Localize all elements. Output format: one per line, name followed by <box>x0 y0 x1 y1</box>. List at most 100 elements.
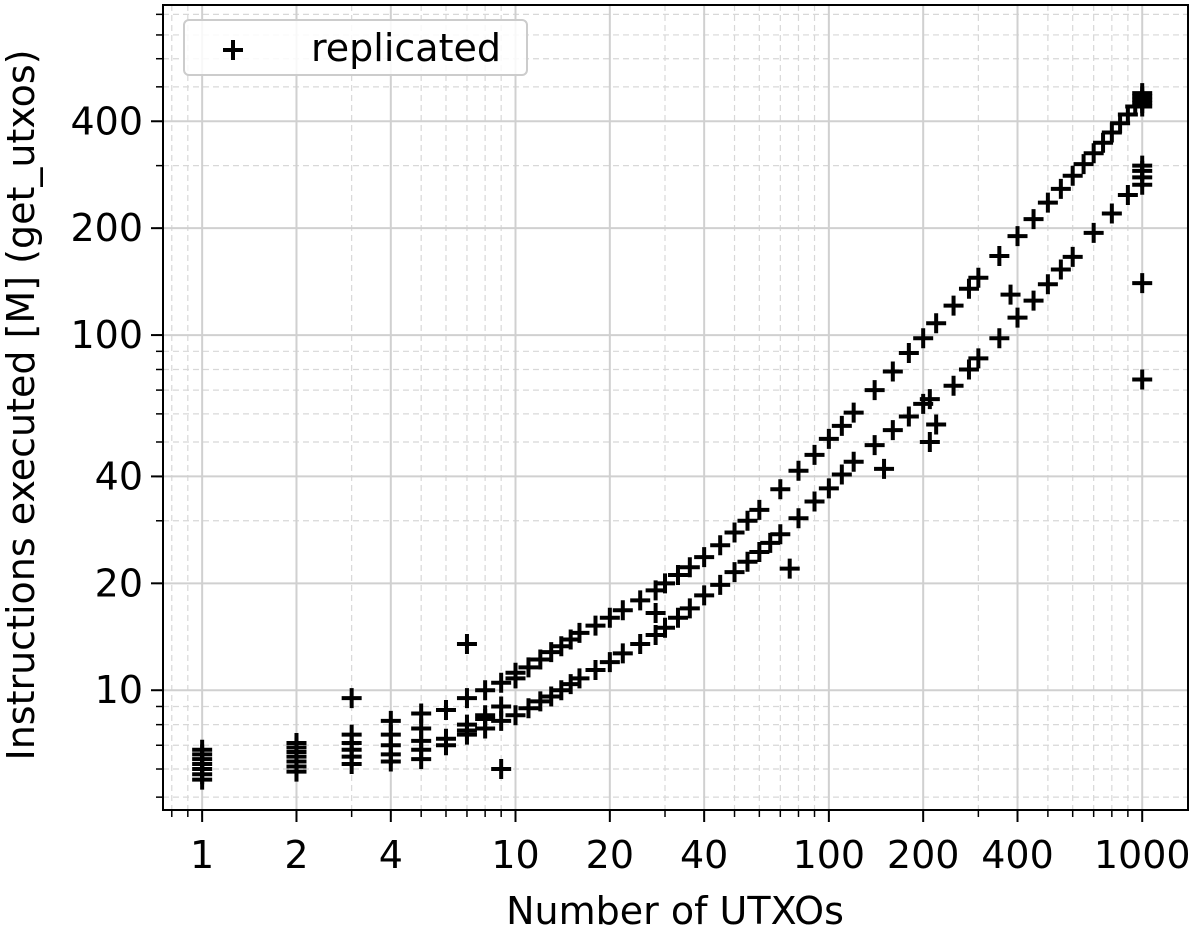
data-point <box>411 703 432 724</box>
data-point <box>630 590 651 611</box>
data-point <box>1037 192 1058 213</box>
data-point <box>456 688 477 709</box>
data-point <box>943 295 964 316</box>
data-point <box>612 600 633 621</box>
legend-label: replicated <box>311 26 501 70</box>
data-point <box>518 698 539 719</box>
data-point <box>380 710 401 731</box>
data-point <box>898 343 919 364</box>
data-point <box>1132 369 1153 390</box>
data-point <box>341 688 362 709</box>
data-point <box>818 478 839 499</box>
plot-frame <box>162 4 1189 811</box>
data-point <box>1101 203 1122 224</box>
data-point <box>737 551 758 572</box>
x-tick-label: 40 <box>680 833 728 877</box>
x-tick-label: 1 <box>190 833 214 877</box>
data-point <box>599 607 620 628</box>
data-point <box>655 617 676 638</box>
data-point <box>760 532 781 553</box>
data-point <box>1050 259 1071 280</box>
data-point <box>505 662 526 683</box>
x-tick-label: 10 <box>491 833 539 877</box>
data-point <box>1037 274 1058 295</box>
data-point <box>341 724 362 745</box>
x-tick-label: 4 <box>379 833 403 877</box>
data-point <box>585 660 606 681</box>
data-point <box>694 585 715 606</box>
data-point <box>1083 222 1104 243</box>
data-point <box>1132 273 1153 294</box>
data-point <box>958 278 979 299</box>
data-point <box>770 479 791 500</box>
x-tick-label: 1000 <box>1094 833 1191 877</box>
data-point <box>192 739 213 760</box>
data-point <box>1007 226 1028 247</box>
data-point <box>710 574 731 595</box>
data-point <box>612 643 633 664</box>
data-points <box>192 83 1153 790</box>
data-point <box>456 720 477 741</box>
data-point <box>724 522 745 543</box>
x-tick-label: 20 <box>586 833 634 877</box>
data-point <box>804 444 825 465</box>
y-tick-label: 200 <box>70 206 143 250</box>
data-point <box>456 633 477 654</box>
data-point <box>599 652 620 673</box>
data-point <box>818 428 839 449</box>
legend-plus-marker <box>223 40 243 60</box>
data-point <box>989 245 1010 266</box>
y-tick-label: 40 <box>95 454 143 498</box>
data-point <box>968 267 989 288</box>
data-point <box>435 735 456 756</box>
data-point <box>737 510 758 531</box>
axis-ticks <box>151 13 1144 822</box>
data-point <box>843 451 864 472</box>
x-tick-label: 2 <box>284 833 308 877</box>
data-point <box>749 542 770 563</box>
data-point <box>435 699 456 720</box>
data-point <box>667 607 688 628</box>
y-tick-label: 400 <box>70 99 143 143</box>
y-tick-label: 100 <box>70 313 143 357</box>
data-point <box>919 431 940 452</box>
data-point <box>864 380 885 401</box>
data-point <box>913 328 934 349</box>
data-point <box>630 633 651 654</box>
data-point <box>541 642 562 663</box>
x-tick-labels: 1 2 4 10 20 40 100 200 400 1000 <box>190 833 1191 877</box>
data-point <box>679 598 700 619</box>
data-point <box>919 389 940 410</box>
data-point <box>1132 96 1153 117</box>
y-tick-label: 20 <box>95 561 143 605</box>
data-point <box>943 375 964 396</box>
data-point <box>926 313 947 334</box>
data-point <box>655 573 676 594</box>
data-point <box>804 491 825 512</box>
data-point <box>882 361 903 382</box>
data-point <box>788 460 809 481</box>
data-point <box>491 672 512 693</box>
data-point <box>518 657 539 678</box>
data-point <box>788 508 809 529</box>
major-gridlines <box>163 5 1188 810</box>
data-point <box>667 565 688 586</box>
data-point <box>1000 284 1021 305</box>
legend: replicated <box>183 19 528 76</box>
data-point <box>770 524 791 545</box>
data-point <box>1117 184 1138 205</box>
data-point <box>882 420 903 441</box>
x-axis-title: Number of UTXOs <box>506 889 844 933</box>
data-point <box>1132 155 1153 176</box>
data-point <box>831 464 852 485</box>
y-axis-title: Instructions executed [M] (get_utxos) <box>0 49 43 760</box>
data-point <box>541 686 562 707</box>
data-point <box>1083 143 1104 164</box>
legend-box <box>183 19 528 76</box>
data-point <box>831 415 852 436</box>
x-tick-label: 400 <box>981 833 1054 877</box>
data-point <box>1050 178 1071 199</box>
data-point <box>874 458 895 479</box>
data-point <box>864 435 885 456</box>
